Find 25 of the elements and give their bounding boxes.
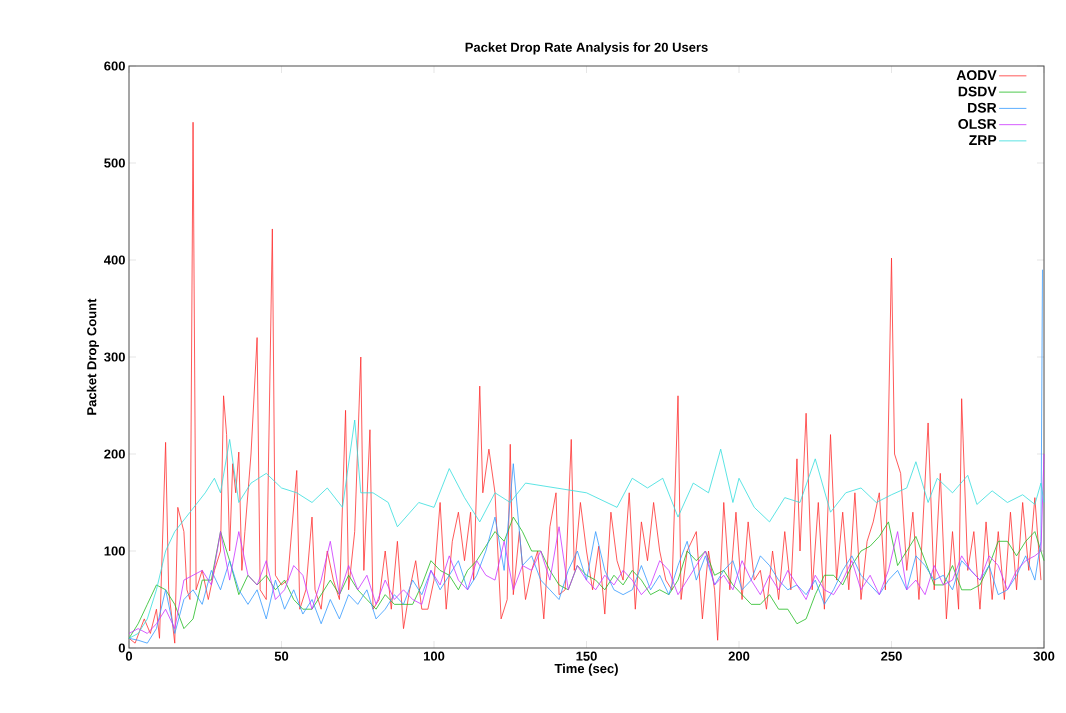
x-tick-label: 100 [423, 651, 445, 661]
y-tick-label: 400 [103, 255, 125, 265]
y-tick-label: 100 [104, 546, 125, 556]
y-tick-label: 600 [104, 61, 125, 71]
x-tick-label: 250 [881, 651, 902, 661]
x-tick-label: 200 [728, 651, 750, 661]
x-tick-label: 150 [576, 651, 597, 661]
y-tick-label: 0 [118, 643, 125, 653]
y-axis-title: Packet Drop Count [86, 298, 99, 415]
legend-label: DSDV [958, 86, 997, 97]
y-tick-label: 200 [104, 449, 125, 459]
y-tick-label: 300 [104, 352, 125, 362]
x-tick-label: 50 [274, 651, 289, 661]
chart-title: Packet Drop Rate Analysis for 20 Users [465, 42, 708, 55]
legend-label: ZRP [969, 135, 997, 145]
x-axis-title: Time (sec) [554, 663, 618, 676]
y-tick-label: 500 [104, 158, 125, 168]
line-series [128, 121, 1042, 644]
line-series [128, 453, 1045, 634]
x-tick-label: 0 [125, 651, 133, 661]
x-tick-label: 300 [1033, 651, 1055, 661]
legend-label: AODV [956, 70, 997, 81]
legend-label: OLSR [958, 119, 997, 129]
line-series [128, 419, 1045, 639]
legend-label: DSR [968, 102, 997, 113]
